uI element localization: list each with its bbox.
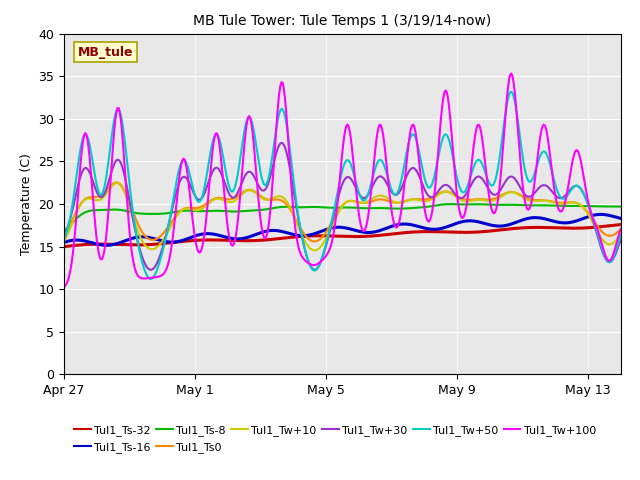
Tul1_Ts-16 (617, 216, 625, 221)
Tul1_Tw+50 (519, 154, 527, 159)
Tul1_Ts-16 (326, 226, 333, 231)
Tul1_Tw+30 (330, 211, 338, 216)
Tul1_Ts0 (606, 233, 614, 239)
Line: Tul1_Ts-8: Tul1_Ts-8 (64, 204, 621, 231)
Tul1_Tw+10 (606, 241, 614, 247)
Tul1_Tw+100 (392, 224, 399, 230)
Tul1_Tw+100 (328, 240, 335, 245)
Tul1_Ts-16 (606, 213, 614, 218)
Tul1_Ts-32 (604, 223, 611, 229)
Tul1_Tw+30 (60, 234, 68, 240)
Tul1_Tw+10 (617, 231, 625, 237)
Tul1_Ts-8 (60, 228, 68, 234)
Line: Tul1_Ts0: Tul1_Ts0 (64, 182, 621, 241)
Tul1_Ts-8 (446, 201, 454, 207)
Tul1_Ts-16 (329, 225, 337, 230)
Tul1_Ts0 (113, 180, 120, 185)
Tul1_Ts-8 (362, 205, 369, 211)
Tul1_Ts-16 (60, 240, 68, 245)
Tul1_Ts-32 (617, 222, 625, 228)
Tul1_Tw+50 (617, 232, 625, 238)
Tul1_Ts-16 (102, 242, 110, 248)
Tul1_Ts0 (330, 216, 338, 221)
Tul1_Tw+30 (327, 225, 335, 230)
Line: Tul1_Tw+100: Tul1_Tw+100 (64, 73, 621, 287)
Tul1_Tw+30 (519, 189, 527, 194)
Tul1_Tw+50 (606, 259, 614, 265)
Tul1_Tw+50 (147, 276, 155, 282)
Tul1_Tw+50 (60, 236, 68, 242)
Tul1_Ts-16 (518, 217, 525, 223)
Line: Tul1_Ts-32: Tul1_Ts-32 (64, 225, 621, 247)
Tul1_Tw+30 (147, 267, 155, 273)
Tul1_Ts-32 (392, 231, 399, 237)
Tul1_Ts-16 (597, 212, 605, 217)
Tul1_Tw+100 (605, 258, 612, 264)
Tul1_Tw+10 (311, 248, 319, 253)
Tul1_Tw+100 (518, 170, 525, 176)
Tul1_Ts-32 (328, 233, 335, 239)
Tul1_Tw+100 (60, 284, 68, 290)
Tul1_Tw+10 (394, 200, 401, 206)
Tul1_Ts0 (519, 193, 527, 199)
Tul1_Ts-32 (516, 225, 524, 231)
Tul1_Tw+10 (364, 199, 371, 204)
Tul1_Ts0 (60, 234, 68, 240)
Tul1_Tw+30 (617, 237, 625, 242)
Tul1_Ts-8 (518, 202, 525, 208)
Tul1_Tw+50 (362, 195, 370, 201)
Tul1_Tw+30 (364, 192, 371, 198)
Tul1_Ts0 (394, 200, 401, 206)
Tul1_Tw+100 (362, 227, 369, 232)
Title: MB Tule Tower: Tule Temps 1 (3/19/14-now): MB Tule Tower: Tule Temps 1 (3/19/14-now… (193, 14, 492, 28)
Tul1_Tw+10 (330, 219, 338, 225)
Tul1_Ts-8 (328, 205, 335, 211)
Tul1_Tw+30 (394, 191, 401, 197)
Tul1_Ts-32 (60, 244, 68, 250)
Tul1_Ts-8 (324, 205, 332, 211)
Line: Tul1_Tw+50: Tul1_Tw+50 (64, 92, 621, 279)
Tul1_Tw+100 (324, 249, 332, 255)
Tul1_Ts-32 (362, 233, 369, 239)
Tul1_Ts0 (310, 239, 318, 244)
Tul1_Tw+50 (393, 191, 401, 197)
Tul1_Ts-32 (324, 233, 332, 239)
Tul1_Tw+10 (60, 239, 68, 244)
Tul1_Ts-8 (617, 204, 625, 209)
Legend: Tul1_Ts-32, Tul1_Ts-16, Tul1_Ts-8, Tul1_Ts0, Tul1_Tw+10, Tul1_Tw+30, Tul1_Tw+50,: Tul1_Ts-32, Tul1_Ts-16, Tul1_Ts-8, Tul1_… (70, 421, 600, 457)
Tul1_Tw+100 (617, 226, 625, 232)
Line: Tul1_Tw+30: Tul1_Tw+30 (64, 143, 621, 270)
Tul1_Ts-8 (392, 206, 399, 212)
Tul1_Tw+50 (329, 213, 337, 218)
Text: MB_tule: MB_tule (78, 46, 133, 59)
Tul1_Ts0 (327, 221, 335, 227)
Tul1_Tw+10 (327, 226, 335, 232)
Line: Tul1_Tw+10: Tul1_Tw+10 (64, 183, 621, 251)
Tul1_Tw+50 (326, 227, 333, 233)
Tul1_Ts-8 (605, 204, 612, 209)
Tul1_Ts-16 (393, 222, 401, 228)
Tul1_Ts0 (617, 226, 625, 232)
Tul1_Tw+10 (113, 180, 120, 186)
Y-axis label: Temperature (C): Temperature (C) (20, 153, 33, 255)
Line: Tul1_Ts-16: Tul1_Ts-16 (64, 215, 621, 245)
Tul1_Ts-16 (362, 229, 370, 235)
Tul1_Tw+100 (508, 71, 515, 76)
Tul1_Tw+50 (508, 89, 515, 95)
Tul1_Ts0 (364, 200, 371, 205)
Tul1_Tw+30 (278, 140, 285, 146)
Tul1_Tw+30 (606, 259, 614, 265)
Tul1_Tw+10 (519, 194, 527, 200)
